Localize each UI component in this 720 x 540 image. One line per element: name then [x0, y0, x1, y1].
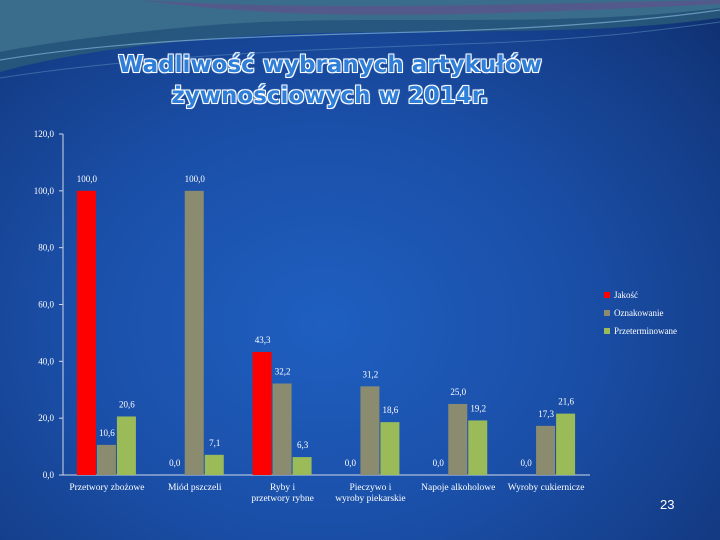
data-label: 19,2 — [470, 403, 486, 413]
data-label: 25,0 — [450, 387, 466, 397]
y-tick-label: 0,0 — [43, 470, 55, 480]
chart-title-line-2: żywnościowych w 2014r. — [171, 83, 489, 109]
y-tick-label: 20,0 — [38, 413, 54, 423]
legend-label: Przeterminowane — [614, 326, 677, 336]
x-tick-label: Napoje alkoholowe — [421, 483, 495, 493]
bar-oznakowanie — [360, 386, 380, 475]
legend-label: Jakość — [614, 290, 638, 300]
data-label: 17,3 — [538, 409, 554, 419]
bar-oznakowanie — [96, 444, 116, 475]
decorative-swoosh — [0, 0, 720, 79]
data-label: 31,2 — [363, 369, 379, 379]
bar-jakość — [252, 351, 272, 475]
x-tick-label: przetwory rybne — [251, 494, 314, 504]
bar-przeterminowane — [204, 454, 224, 475]
legend-swatch — [604, 292, 610, 298]
y-tick-label: 40,0 — [38, 356, 54, 366]
bar-przeterminowane — [556, 413, 576, 475]
bar-chart: 0,0 20,0 40,0 60,0 80,0 100,0 120,0 100,0 10,6 20… — [34, 129, 677, 504]
data-label: 7,1 — [209, 438, 220, 448]
data-label: 10,6 — [99, 428, 115, 438]
bar-oznakowanie — [272, 383, 292, 475]
legend-swatch — [604, 310, 610, 316]
legend-swatch — [604, 328, 610, 334]
legend-label: Oznakowanie — [614, 308, 663, 318]
y-tick-label: 60,0 — [38, 300, 54, 310]
x-tick-label: Pieczywo i — [349, 483, 391, 493]
y-tick-label: 120,0 — [34, 129, 55, 139]
bar-oznakowanie — [184, 190, 204, 475]
data-label: 0,0 — [345, 458, 357, 468]
bar-oznakowanie — [448, 403, 468, 475]
bar-jakość — [76, 190, 96, 475]
bar-przeterminowane — [292, 457, 312, 475]
x-tick-label: Miód pszczeli — [168, 483, 222, 493]
bar-oznakowanie — [536, 425, 556, 475]
data-label: 100,0 — [185, 174, 206, 184]
data-label: 6,3 — [297, 440, 309, 450]
chart-title-line-1: Wadliwość wybranych artykułów — [118, 52, 542, 78]
data-label: 18,6 — [383, 405, 399, 415]
data-label: 43,3 — [255, 335, 271, 345]
data-label: 20,6 — [119, 399, 135, 409]
y-tick-label: 100,0 — [34, 186, 55, 196]
bar-przeterminowane — [468, 420, 488, 475]
page-number: 23 — [660, 497, 675, 512]
bar-przeterminowane — [380, 422, 400, 475]
bar-przeterminowane — [116, 416, 136, 475]
x-tick-label: Przetwory zbożowe — [69, 483, 144, 493]
chart-title: Wadliwość wybranych artykułów żywnościow… — [60, 50, 600, 112]
data-label: 0,0 — [169, 458, 181, 468]
x-tick-label: Ryby i — [270, 483, 296, 493]
data-label: 21,6 — [558, 397, 574, 407]
y-tick-label: 80,0 — [38, 243, 54, 253]
x-tick-label: Wyroby cukiernicze — [508, 483, 585, 493]
data-label: 32,2 — [275, 366, 291, 376]
x-tick-label: wyroby piekarskie — [335, 494, 405, 504]
data-label: 0,0 — [520, 458, 532, 468]
data-label: 0,0 — [433, 458, 445, 468]
data-label: 100,0 — [77, 174, 98, 184]
